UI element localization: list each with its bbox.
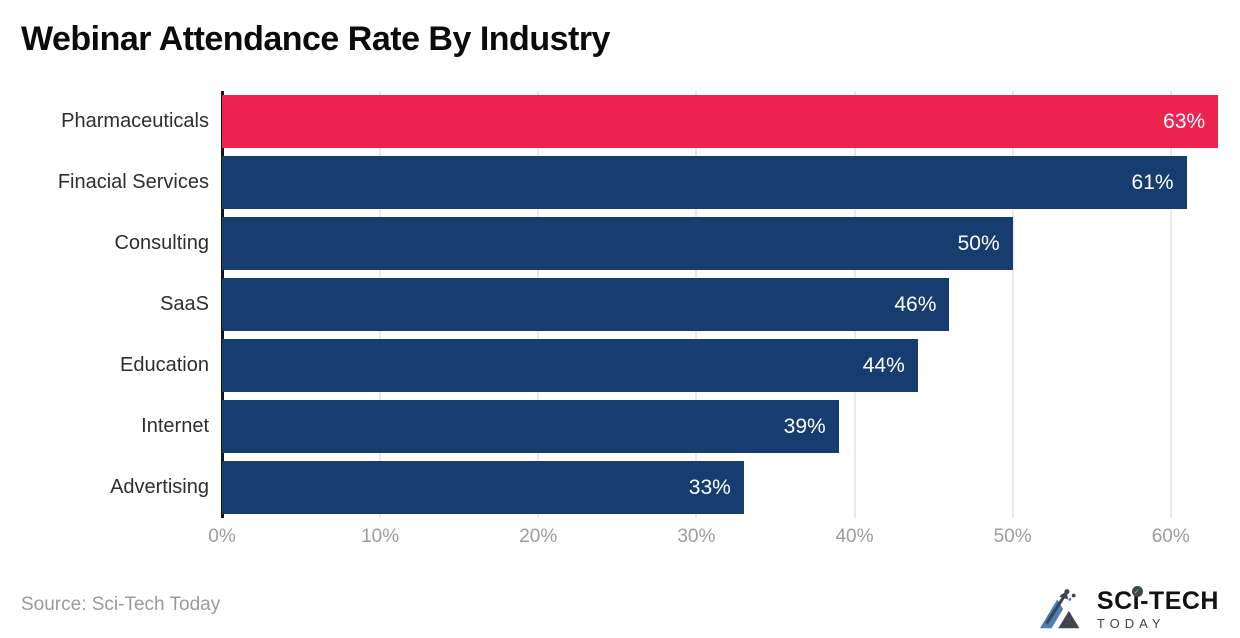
bar-finacial-services: 61%: [222, 156, 1187, 209]
logo-check-icon: ✓: [1131, 585, 1143, 597]
bar-track: 33%: [222, 457, 1234, 518]
bar-track: 63%: [222, 91, 1234, 152]
table-row: SaaS 46%: [0, 274, 1234, 335]
sci-tech-today-logo: SC I ✓ -TECH TODAY: [1038, 585, 1219, 633]
value-label: 50%: [957, 231, 1000, 255]
bar-pharmaceuticals: 63%: [222, 95, 1219, 148]
gridline-50: [1011, 91, 1014, 518]
x-tick-label-60: 60%: [1151, 526, 1190, 547]
bar-saas: 46%: [222, 278, 950, 331]
bar-track: 50%: [222, 213, 1234, 274]
x-tick-label-50: 50%: [993, 526, 1032, 547]
value-label: 63%: [1163, 109, 1206, 133]
value-label: 39%: [783, 414, 826, 438]
logo-text-sc: SC: [1096, 586, 1133, 615]
logo-secondary-text: TODAY: [1096, 615, 1166, 631]
gridline-60: [1169, 91, 1172, 518]
logo-text: SC I ✓ -TECH TODAY: [1096, 585, 1219, 631]
category-label: Internet: [141, 415, 209, 437]
logo-text-i: I ✓: [1131, 585, 1143, 615]
table-row: Pharmaceuticals 63%: [0, 91, 1234, 152]
logo-text-tech: -TECH: [1140, 586, 1219, 615]
table-row: Finacial Services 61%: [0, 152, 1234, 213]
table-row: Consulting 50%: [0, 213, 1234, 274]
value-label: 46%: [894, 292, 937, 316]
category-label: Pharmaceuticals: [61, 110, 209, 132]
x-tick-label-10: 10%: [361, 526, 400, 547]
category-label: SaaS: [160, 293, 209, 315]
value-label: 44%: [862, 353, 905, 377]
table-row: Education 44%: [0, 335, 1234, 396]
value-label: 61%: [1131, 170, 1174, 194]
source-label: Source: Sci-Tech Today: [21, 594, 221, 615]
x-tick-label-40: 40%: [835, 526, 874, 547]
logo-primary-text: SC I ✓ -TECH: [1096, 585, 1219, 615]
bar-internet: 39%: [222, 400, 839, 453]
x-tick-label-30: 30%: [677, 526, 716, 547]
x-axis-tick-labels: 0% 10% 20% 30% 40% 50% 60%: [0, 526, 1240, 552]
x-tick-label-20: 20%: [519, 526, 558, 547]
value-label: 33%: [688, 475, 731, 499]
category-label: Advertising: [110, 476, 209, 498]
bar-track: 44%: [222, 335, 1234, 396]
category-label: Education: [120, 354, 209, 376]
bar-advertising: 33%: [222, 461, 744, 514]
logo-mark-icon: [1039, 589, 1080, 629]
category-label: Finacial Services: [57, 171, 209, 193]
bar-track: 39%: [222, 396, 1234, 457]
bar-track: 61%: [222, 152, 1234, 213]
bar-education: 44%: [222, 339, 918, 392]
table-row: Advertising 33%: [0, 457, 1234, 518]
bar-rows: Pharmaceuticals 63% Finacial Services 61% Co…: [0, 91, 1234, 518]
chart-title: Webinar Attendance Rate By Industry: [21, 20, 610, 58]
bar-track: 46%: [222, 274, 1234, 335]
x-tick-label-0: 0%: [208, 526, 236, 547]
table-row: Internet 39%: [0, 396, 1234, 457]
category-label: Consulting: [114, 232, 209, 254]
bar-consulting: 50%: [222, 217, 1013, 270]
